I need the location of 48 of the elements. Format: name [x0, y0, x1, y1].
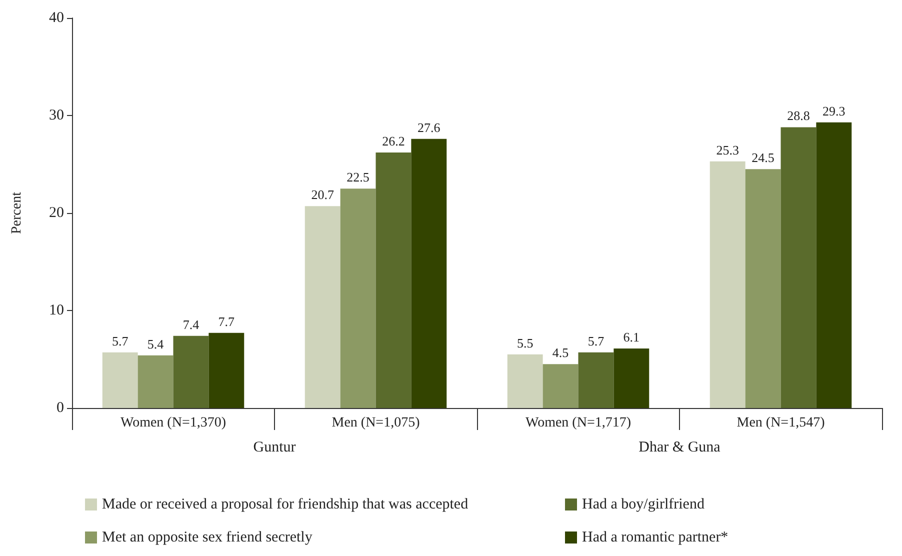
legend-label: Had a romantic partner* — [582, 530, 728, 546]
data-label: 20.7 — [311, 187, 334, 202]
bar — [138, 355, 174, 408]
data-label: 29.3 — [822, 103, 846, 118]
data-label: 5.7 — [112, 333, 129, 348]
x-tick-label: Women (N=1,370) — [120, 416, 226, 430]
y-tick-label: 30 — [49, 108, 64, 124]
bar — [745, 169, 781, 408]
bar — [102, 352, 138, 408]
bar — [578, 352, 614, 408]
legend-label: Made or received a proposal for friendship that was accepted — [102, 496, 469, 512]
data-label: 24.5 — [752, 150, 774, 166]
data-label: 7.4 — [182, 316, 200, 332]
bar — [710, 161, 746, 408]
data-label: 6.1 — [623, 330, 640, 345]
y-axis-title: Percent — [10, 192, 24, 234]
y-tick-label: 40 — [49, 10, 64, 26]
data-label: 5.5 — [516, 335, 534, 350]
data-label: 22.5 — [346, 170, 370, 185]
bar — [614, 348, 650, 408]
data-label: 26.2 — [382, 134, 405, 149]
data-label: 25.3 — [716, 142, 739, 158]
bar — [542, 364, 578, 408]
data-label: 5.4 — [147, 336, 164, 352]
text: Dhar & Guna — [638, 440, 721, 456]
data-label: 4.5 — [552, 345, 569, 360]
bar — [173, 336, 209, 408]
bar — [816, 122, 852, 408]
data-label: 28.8 — [787, 108, 810, 124]
bar — [780, 127, 816, 408]
bar — [208, 332, 244, 408]
bar — [376, 152, 412, 408]
legend-label: Had a boy/girlfriend — [582, 496, 705, 512]
data-label: 7.7 — [218, 314, 236, 329]
legend-label: Met an opposite sex friend secretly — [102, 530, 313, 546]
y-tick-label: 10 — [49, 302, 64, 318]
bar — [340, 188, 376, 408]
y-tick-label: 0 — [56, 400, 64, 416]
bar — [304, 206, 340, 408]
data-label: 5.7 — [588, 333, 605, 348]
bar — [507, 354, 543, 408]
x-tick-label: Men (N=1,075) — [332, 416, 420, 430]
y-tick-label: 20 — [49, 205, 64, 221]
x-tick-label: Men (N=1,547) — [736, 416, 826, 430]
text: Guntur — [253, 440, 296, 456]
bar — [411, 138, 447, 408]
data-label: 27.6 — [418, 120, 441, 135]
x-tick-label: Women (N=1,717) — [525, 416, 632, 430]
